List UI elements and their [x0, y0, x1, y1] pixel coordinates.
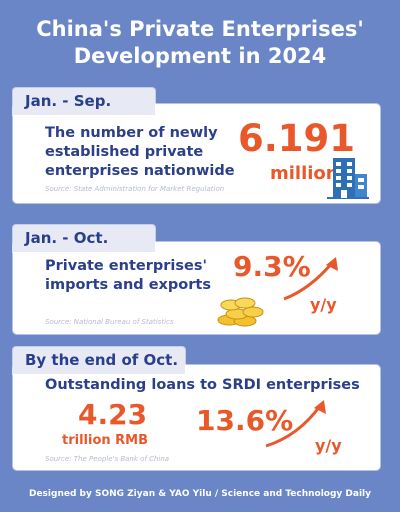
- stat-value: 4.23: [78, 398, 148, 431]
- stat-unit: y/y: [310, 295, 337, 314]
- section-card-srdi-loans: [13, 365, 380, 470]
- description-line: Private enterprises': [45, 258, 207, 274]
- page-title: China's Private Enterprises' Development…: [0, 16, 400, 70]
- section-card-new-enterprises: [13, 104, 380, 203]
- source-note: Source: State Administration for Market …: [45, 185, 225, 193]
- building-icon: [327, 158, 369, 199]
- stat-value: 6.191: [238, 117, 356, 160]
- description-line: Outstanding loans to SRDI enterprises: [45, 377, 360, 393]
- up-arrow-icon: [265, 400, 326, 448]
- section-description: Private enterprises' imports and exports: [45, 257, 215, 295]
- stat-unit: trillion RMB: [62, 433, 149, 448]
- source-note: Source: The People's Bank of China: [45, 455, 170, 463]
- up-arrow-icon: [283, 257, 338, 301]
- description-line: enterprises nationwide: [45, 163, 235, 179]
- title-line-2: Development in 2024: [73, 44, 327, 68]
- growth-unit: y/y: [315, 436, 342, 455]
- section-card-imports-exports: [13, 242, 380, 334]
- description-line: established private: [45, 144, 204, 160]
- description-line: The number of newly: [45, 125, 218, 141]
- coins-icon: [217, 297, 264, 327]
- growth-value: 13.6%: [196, 404, 294, 437]
- title-line-1: China's Private Enterprises': [36, 17, 364, 41]
- source-note: Source: National Bureau of Statistics: [45, 318, 174, 326]
- section-period-tab: By the end of Oct.: [13, 347, 185, 374]
- section-description: Outstanding loans to SRDI enterprises: [45, 376, 375, 395]
- section-period-tab: Jan. - Oct.: [13, 225, 155, 252]
- section-period-tab: Jan. - Sep.: [13, 88, 155, 115]
- stat-value: 9.3%: [233, 250, 311, 283]
- section-description: The number of newly established private …: [45, 124, 235, 181]
- footer-credit: Designed by SONG Ziyan & YAO Yilu / Scie…: [28, 489, 371, 499]
- description-line: imports and exports: [45, 277, 211, 293]
- stat-unit: million: [270, 163, 339, 184]
